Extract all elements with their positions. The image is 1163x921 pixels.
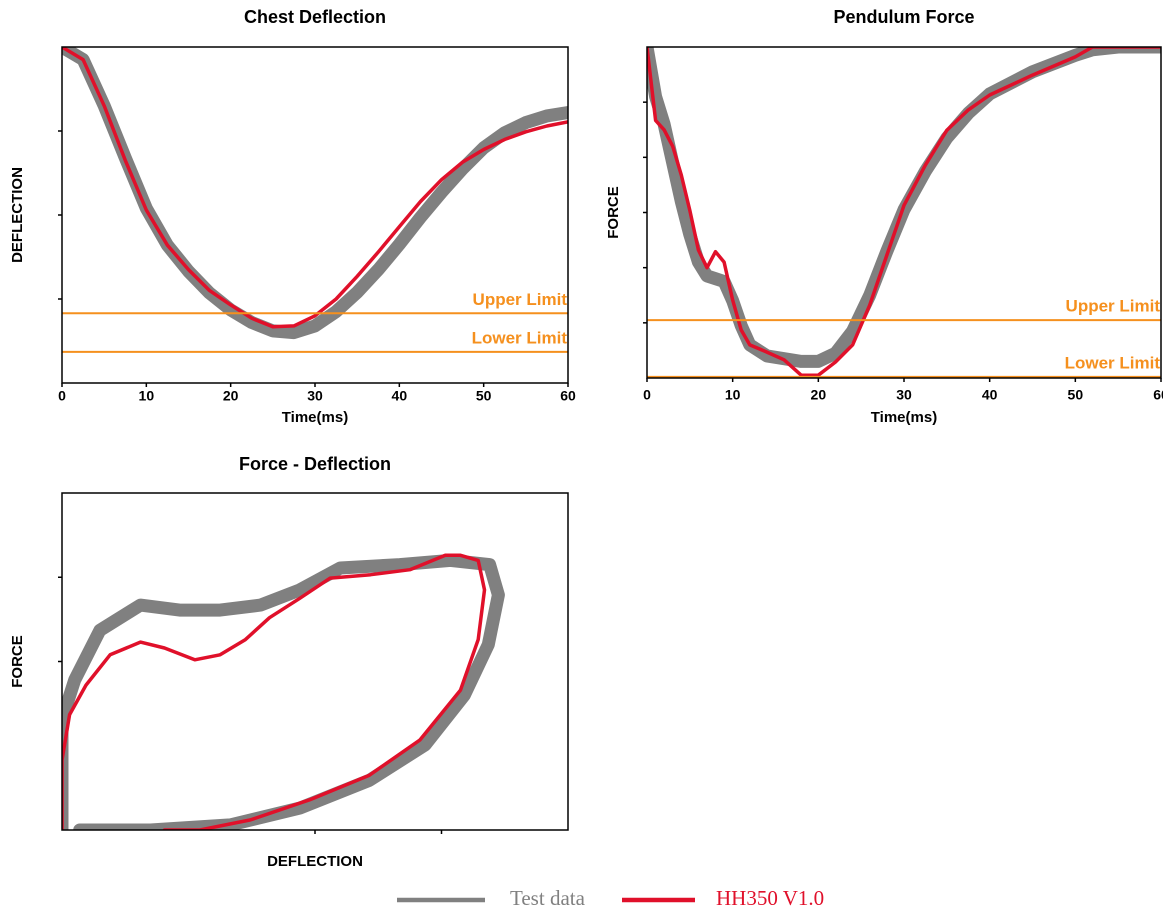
- data-line: [62, 47, 568, 329]
- x-tick-label: 30: [896, 387, 912, 403]
- x-tick-label: 10: [139, 388, 155, 404]
- y-axis-label: FORCE: [9, 635, 26, 688]
- plot-area: [647, 47, 1161, 377]
- limit-label: Upper Limit: [1066, 297, 1161, 316]
- x-tick-label: 30: [307, 388, 323, 404]
- x-axis-label: Time(ms): [871, 409, 937, 426]
- x-tick-label: 60: [1153, 387, 1163, 403]
- legend-label: HH350 V1.0: [716, 886, 824, 910]
- chart-title: Chest Deflection: [244, 7, 386, 27]
- plot-area: [62, 553, 505, 830]
- plot-area: [62, 47, 568, 340]
- x-tick-label: 20: [811, 387, 827, 403]
- x-tick-label: 10: [725, 387, 741, 403]
- data-line: [647, 47, 1161, 377]
- plot-frame: [61, 492, 569, 831]
- x-tick-label: 0: [643, 387, 651, 403]
- limit-label: Lower Limit: [1065, 353, 1161, 372]
- legend-label: Test data: [510, 886, 586, 910]
- limit-label: Lower Limit: [472, 328, 568, 347]
- x-tick-label: 40: [392, 388, 408, 404]
- x-tick-label: 60: [560, 388, 576, 404]
- x-axis-label: DEFLECTION: [267, 853, 363, 870]
- chart-title: Force - Deflection: [239, 454, 391, 474]
- y-axis-label: FORCE: [605, 186, 622, 239]
- x-tick-label: 20: [223, 388, 239, 404]
- data-line: [62, 553, 487, 830]
- x-tick-label: 40: [982, 387, 998, 403]
- x-tick-label: 50: [1068, 387, 1084, 403]
- x-axis-label: Time(ms): [282, 409, 348, 426]
- x-tick-label: 0: [58, 388, 66, 404]
- data-line: [62, 553, 505, 830]
- y-axis-label: DEFLECTION: [9, 167, 26, 263]
- limit-label: Upper Limit: [473, 290, 568, 309]
- x-tick-label: 50: [476, 388, 492, 404]
- chart-title: Pendulum Force: [833, 7, 974, 27]
